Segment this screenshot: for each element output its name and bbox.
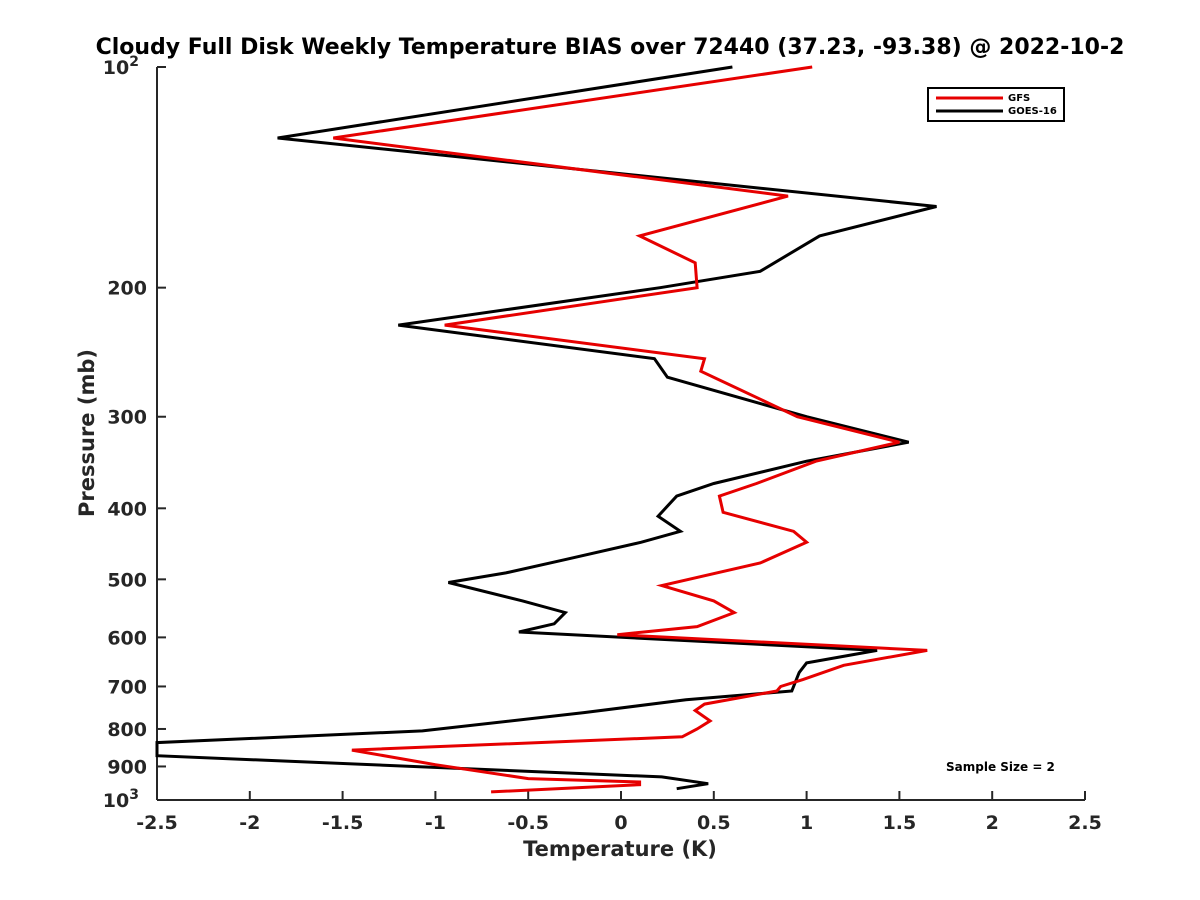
axes-frame — [156, 67, 1085, 801]
series-line-gfs — [333, 65, 928, 794]
y-axis-ticks: 102 200 300 400 500 600 700 800 900 103 — [103, 54, 166, 812]
y-tick-label: 400 — [107, 498, 147, 520]
series-line-goes-16 — [155, 65, 937, 791]
chart-title: Cloudy Full Disk Weekly Temperature BIAS… — [96, 35, 1125, 60]
x-tick-label: 0 — [614, 812, 627, 834]
x-tick-label: 2 — [986, 812, 999, 834]
x-tick-label: -1 — [425, 812, 446, 834]
y-tick-label: 103 — [103, 787, 139, 812]
y-axis-label: Pressure (mb) — [75, 349, 99, 517]
legend-label-gfs: GFS — [1008, 93, 1030, 104]
y-tick-label: 300 — [107, 407, 147, 429]
x-tick-label: -1.5 — [322, 812, 364, 834]
x-tick-label: -0.5 — [507, 812, 549, 834]
x-axis-label: Temperature (K) — [523, 837, 717, 861]
y-tick-label: 900 — [107, 756, 147, 778]
sample-size-annotation: Sample Size = 2 — [946, 760, 1055, 774]
y-tick-label: 700 — [107, 676, 147, 698]
x-tick-label: 1 — [800, 812, 813, 834]
y-tick-label: 800 — [107, 719, 147, 741]
legend: GFS GOES-16 — [927, 87, 1065, 122]
series-lines — [155, 65, 937, 794]
y-tick-label: 200 — [107, 278, 147, 300]
x-tick-label: 0.5 — [697, 812, 731, 834]
y-tick-label: 102 — [103, 54, 139, 79]
legend-label-goes16: GOES-16 — [1008, 106, 1057, 117]
legend-box — [927, 87, 1065, 122]
x-tick-label: -2 — [239, 812, 260, 834]
x-axis-ticks: -2.5 -2 -1.5 -1 -0.5 0 0.5 1 1.5 2 2.5 — [136, 791, 1102, 834]
y-tick-label: 600 — [107, 627, 147, 649]
y-tick-label: 500 — [107, 569, 147, 591]
x-tick-label: 2.5 — [1068, 812, 1102, 834]
x-tick-label: 1.5 — [883, 812, 917, 834]
x-tick-label: -2.5 — [136, 812, 178, 834]
